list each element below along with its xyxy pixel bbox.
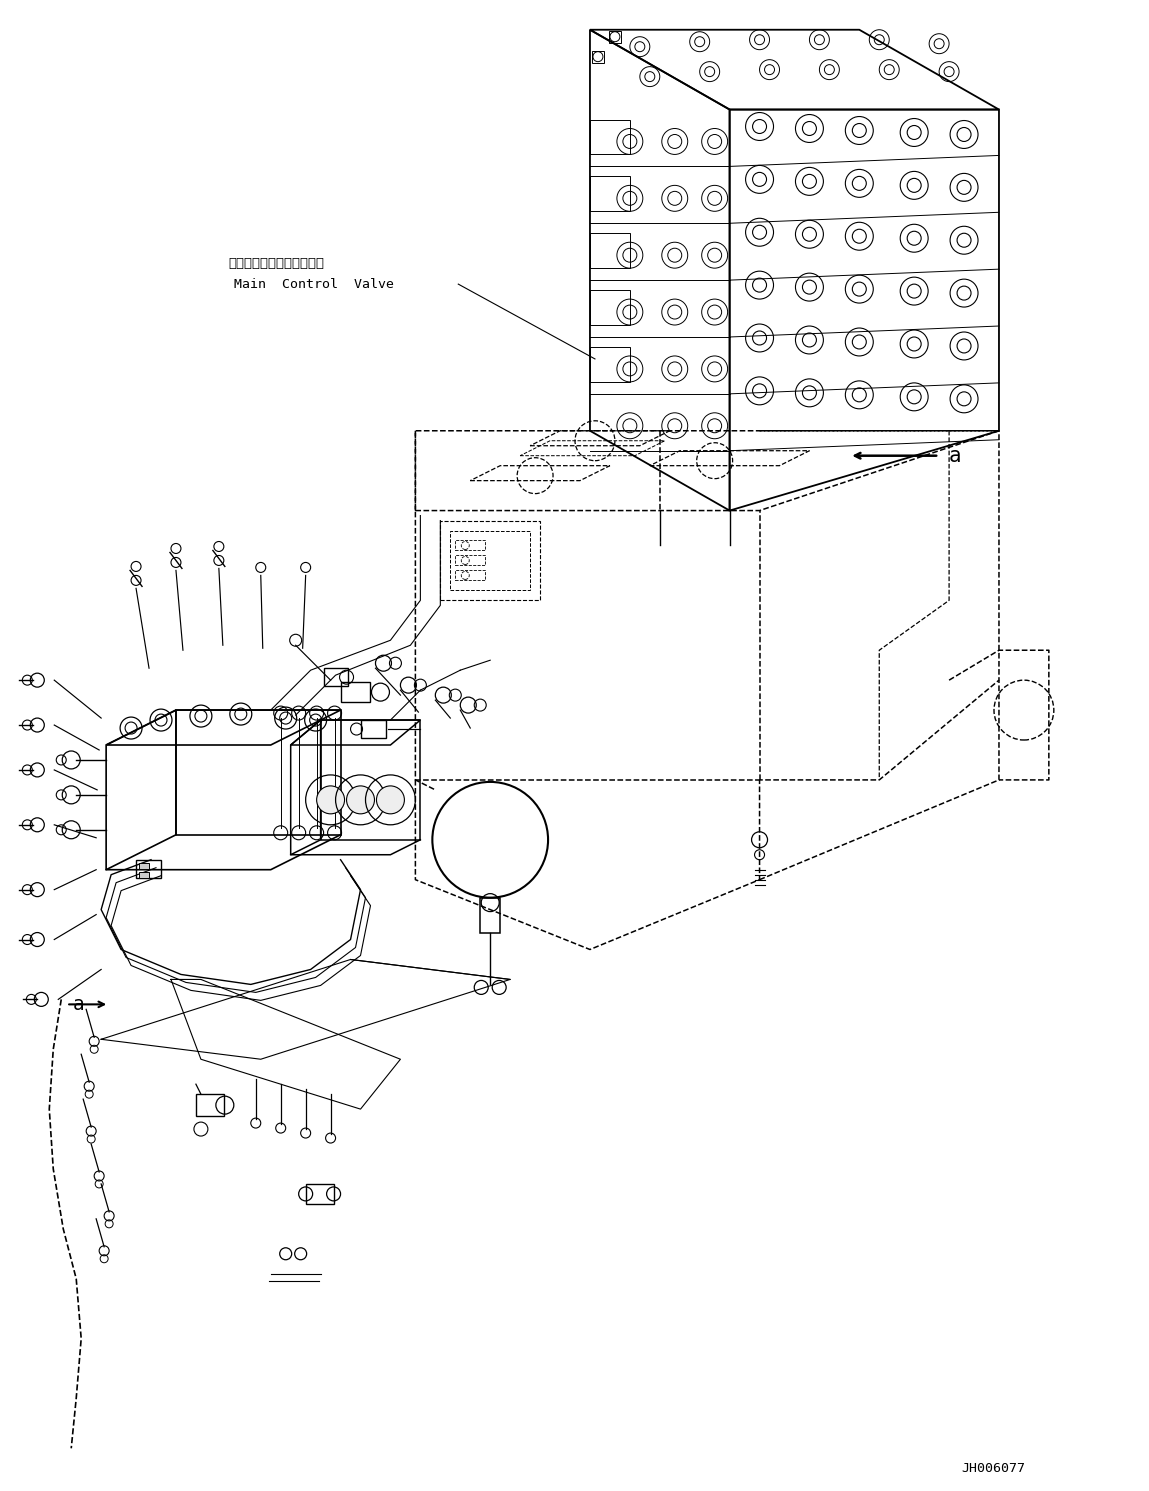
Bar: [324, 668, 347, 686]
Bar: [136, 860, 161, 878]
Text: a: a: [74, 994, 85, 1014]
Circle shape: [347, 786, 375, 814]
Bar: [589, 233, 630, 268]
Bar: [455, 556, 485, 565]
Bar: [589, 347, 630, 382]
Text: a: a: [949, 446, 962, 465]
Bar: [196, 1094, 224, 1117]
Text: JH006077: JH006077: [961, 1461, 1025, 1475]
Bar: [589, 176, 630, 212]
Text: メインコントロールバルブ: メインコントロールバルブ: [229, 256, 325, 270]
Bar: [455, 541, 485, 550]
Bar: [306, 1184, 333, 1203]
Bar: [480, 898, 500, 932]
Bar: [361, 720, 386, 738]
Bar: [340, 683, 370, 702]
Bar: [592, 51, 604, 63]
Bar: [589, 291, 630, 325]
Circle shape: [317, 786, 345, 814]
Bar: [609, 31, 620, 43]
Bar: [455, 571, 485, 580]
Bar: [450, 531, 530, 590]
Circle shape: [377, 786, 404, 814]
Bar: [589, 119, 630, 155]
Bar: [139, 863, 149, 869]
Text: Main  Control  Valve: Main Control Valve: [234, 277, 394, 291]
Bar: [440, 520, 540, 601]
Bar: [139, 872, 149, 878]
